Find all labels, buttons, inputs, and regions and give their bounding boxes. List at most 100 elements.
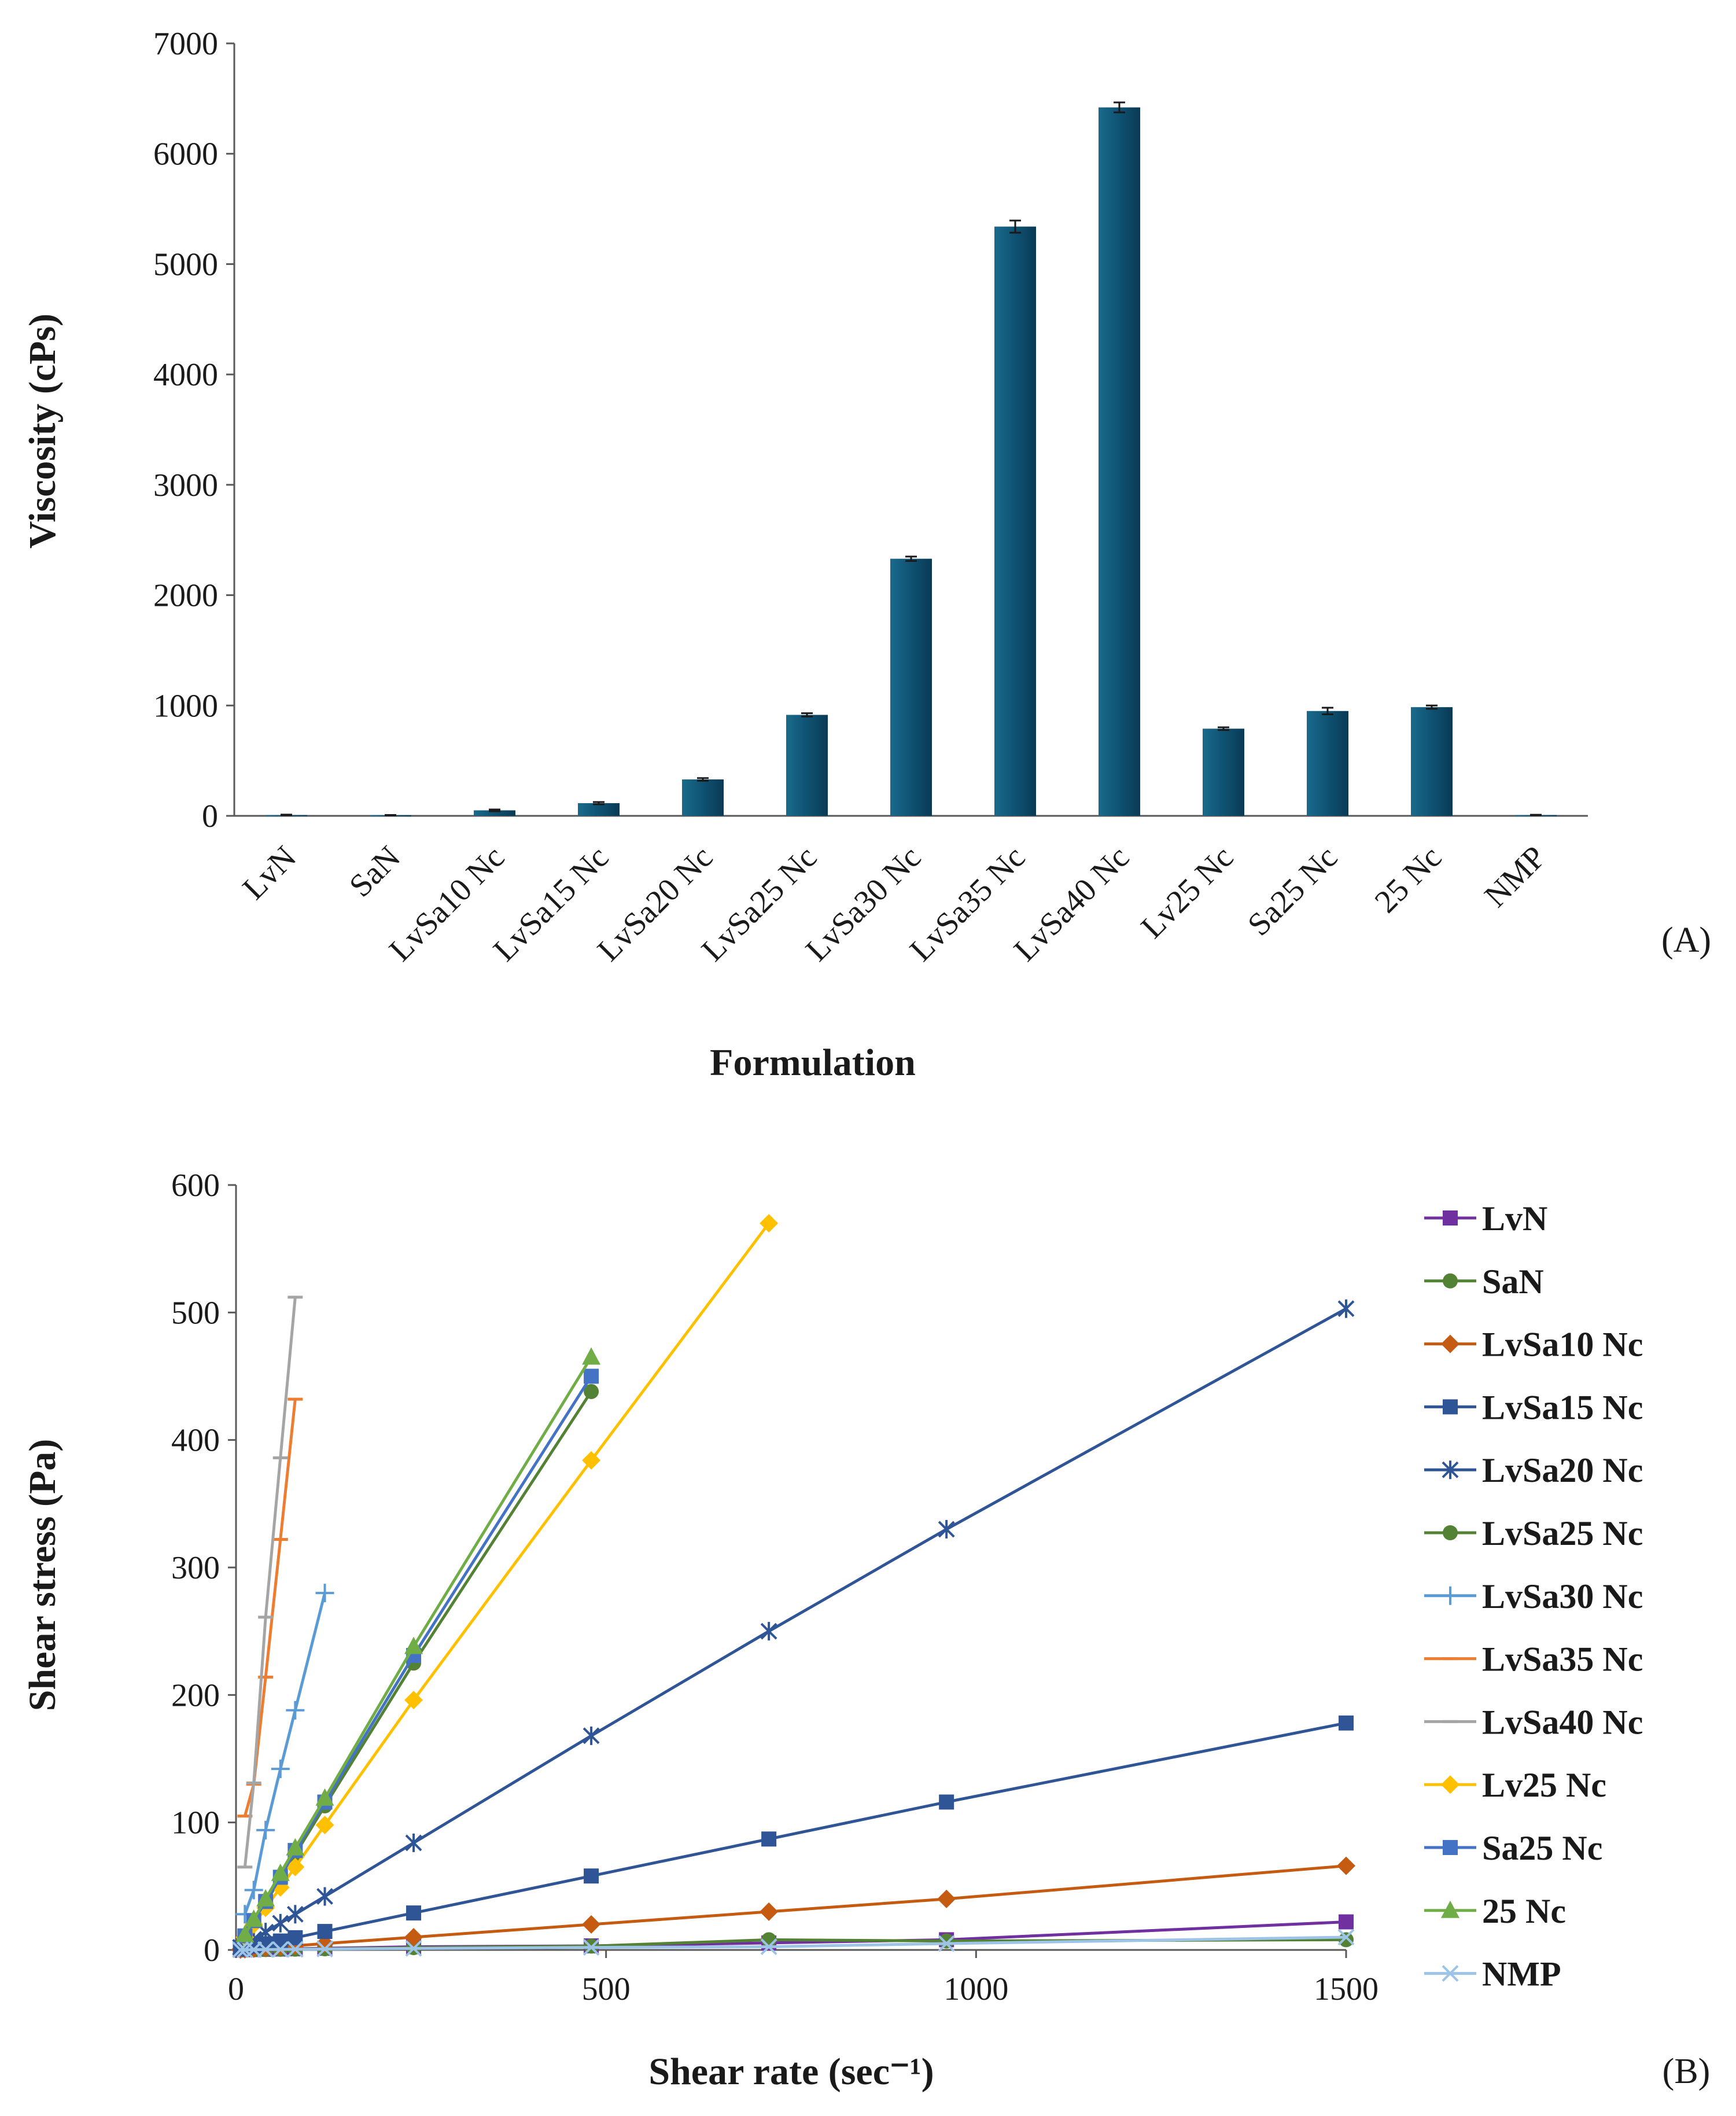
data-point xyxy=(761,1932,777,1948)
data-point xyxy=(405,1833,422,1852)
y-tick-label: 600 xyxy=(171,1168,220,1204)
panel-label-a: (A) xyxy=(1661,921,1711,960)
y-tick-label: 3000 xyxy=(153,468,218,503)
data-point xyxy=(316,1887,333,1906)
y-tick-label: 7000 xyxy=(153,26,218,62)
data-point xyxy=(315,1816,334,1835)
data-point xyxy=(939,1794,954,1810)
data-point xyxy=(1337,1856,1355,1875)
y-tick-label: 4000 xyxy=(153,357,218,393)
legend-label: LvSa25 Nc xyxy=(1482,1514,1643,1552)
data-point xyxy=(760,1214,779,1233)
x-tick-label: 500 xyxy=(582,1971,631,2007)
data-point xyxy=(405,1940,422,1957)
data-point xyxy=(245,1941,263,1958)
legend-label: LvSa15 Nc xyxy=(1482,1388,1643,1426)
data-point xyxy=(1442,1460,1459,1480)
data-point xyxy=(315,1584,334,1603)
x-tick-label: LvN xyxy=(236,839,303,906)
data-point xyxy=(244,1881,263,1900)
data-point xyxy=(286,1941,304,1958)
panel-label-b: (B) xyxy=(1663,2052,1711,2091)
data-point xyxy=(584,1368,599,1384)
bar xyxy=(1203,728,1244,816)
data-point xyxy=(1441,1586,1459,1605)
legend-label: Sa25 Nc xyxy=(1482,1829,1602,1867)
data-point xyxy=(583,1939,600,1956)
data-point xyxy=(235,1924,255,1942)
data-point xyxy=(286,1701,305,1720)
data-point xyxy=(584,1868,599,1884)
data-point xyxy=(582,1915,601,1934)
x-tick-label: 1000 xyxy=(943,1971,1008,2007)
legend-label: LvSa30 Nc xyxy=(1482,1577,1643,1615)
legend-label: LvSa10 Nc xyxy=(1482,1326,1643,1364)
legend-label: 25 Nc xyxy=(1482,1892,1566,1930)
data-point xyxy=(1443,1273,1458,1289)
y-tick-label: 500 xyxy=(171,1295,220,1331)
data-point xyxy=(256,1889,275,1907)
data-point xyxy=(404,1691,423,1710)
y-axis-title: Shear stress (Pa) xyxy=(21,1439,64,1712)
data-point xyxy=(257,1941,274,1958)
y-tick-label: 0 xyxy=(204,1933,220,1968)
x-axis-title: Formulation xyxy=(710,1042,916,1084)
data-point xyxy=(939,1933,954,1949)
series-line xyxy=(244,1592,326,1915)
bar xyxy=(1411,707,1453,816)
data-point xyxy=(937,1889,956,1908)
data-point xyxy=(406,1905,422,1921)
data-point xyxy=(1443,1840,1458,1855)
data-point xyxy=(1442,1965,1459,1982)
data-point xyxy=(1337,1929,1355,1946)
x-tick-label: 25 Nc xyxy=(1368,839,1449,920)
data-point xyxy=(760,1938,777,1955)
y-tick-label: 100 xyxy=(171,1805,220,1841)
series-line xyxy=(239,1307,1347,1949)
data-point xyxy=(317,1924,333,1940)
shear-stress-line-chart: 0 100 200 300 400 500 600 0 500 1000 1500 LvN SaN LvS… xyxy=(21,1168,1710,2093)
data-point xyxy=(1337,1299,1355,1318)
data-point xyxy=(271,1863,290,1881)
data-point xyxy=(938,1935,955,1952)
data-point xyxy=(1441,1334,1459,1353)
data-point xyxy=(272,1941,289,1958)
data-point xyxy=(271,1760,290,1779)
data-point xyxy=(582,1451,601,1470)
data-point xyxy=(760,1902,779,1921)
bar xyxy=(1307,711,1348,816)
data-point xyxy=(584,1383,599,1399)
data-point xyxy=(1441,1900,1459,1918)
x-tick-label: Lv25 Nc xyxy=(1134,839,1241,945)
data-point xyxy=(256,1820,275,1839)
y-tick-label: 300 xyxy=(171,1550,220,1586)
x-tick-label: 1500 xyxy=(1314,1971,1379,2007)
data-point xyxy=(760,1622,777,1641)
legend-label: LvSa40 Nc xyxy=(1482,1703,1643,1741)
y-tick-label: 1000 xyxy=(153,688,218,724)
legend-label: SaN xyxy=(1482,1263,1544,1301)
data-point xyxy=(286,1838,305,1856)
bar xyxy=(474,810,515,816)
data-point xyxy=(316,1941,333,1957)
legend-label: LvSa20 Nc xyxy=(1482,1451,1643,1489)
bar xyxy=(890,558,932,816)
legend-label: LvN xyxy=(1482,1199,1547,1238)
data-point xyxy=(315,1788,334,1806)
data-point xyxy=(1339,1715,1354,1731)
data-point xyxy=(1443,1399,1458,1415)
x-tick-label: Sa25 Nc xyxy=(1241,839,1344,943)
x-axis-title: Shear rate (sec⁻¹) xyxy=(648,2051,934,2093)
data-point xyxy=(286,1857,305,1876)
data-point xyxy=(761,1831,777,1847)
data-point xyxy=(1441,1775,1459,1794)
x-tick-label: SaN xyxy=(342,839,407,904)
data-point xyxy=(404,1636,423,1654)
bar xyxy=(786,715,828,816)
y-tick-label: 6000 xyxy=(153,137,218,172)
bar xyxy=(1099,107,1140,816)
bar xyxy=(578,803,620,816)
data-point xyxy=(1443,1525,1458,1540)
data-point xyxy=(582,1347,601,1365)
